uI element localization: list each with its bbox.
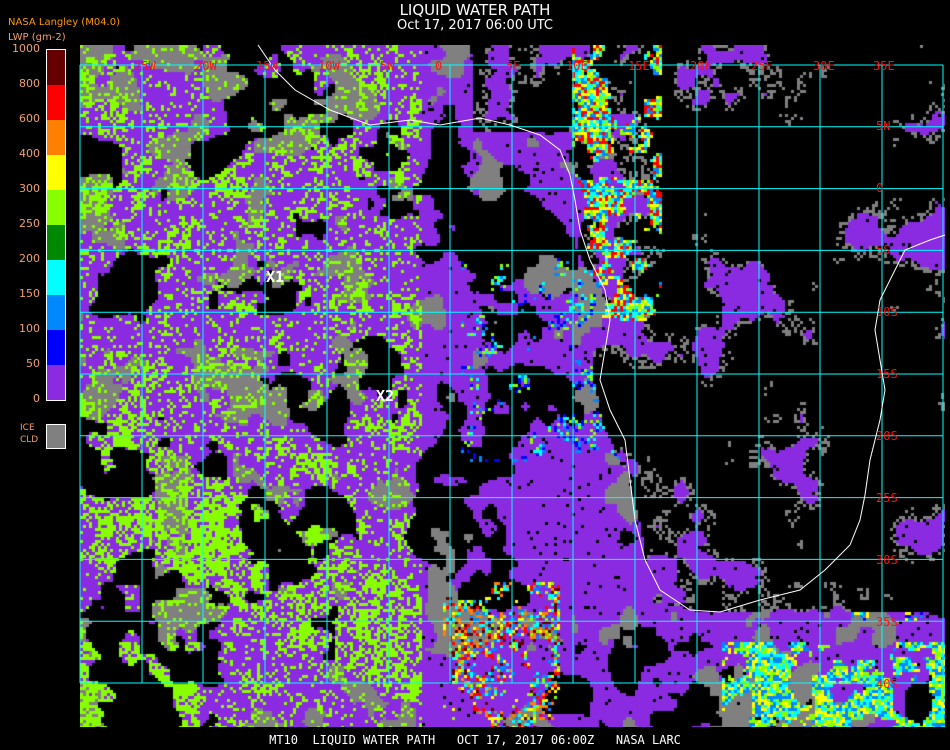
legend-tick: 0 — [33, 392, 40, 405]
lat-label: 35S — [876, 615, 898, 629]
legend-tick: 50 — [26, 357, 40, 370]
legend-swatch-0 — [47, 365, 65, 400]
legend-tick: 600 — [19, 112, 40, 125]
legend-tick: 200 — [19, 252, 40, 265]
lon-label: 25E — [751, 59, 773, 73]
credit-label: NASA Langley (M04.0) — [8, 17, 120, 28]
lon-label: 10E — [566, 59, 588, 73]
legend-swatch-4 — [47, 225, 65, 260]
ice-label: ICE — [20, 423, 35, 433]
lon-label: 20W — [195, 59, 217, 73]
ice-cloud-swatch — [46, 424, 66, 449]
legend-swatch-1 — [47, 330, 65, 365]
lat-label: 20S — [876, 429, 898, 443]
legend-tick: 400 — [19, 147, 40, 160]
lat-label: 5S — [876, 243, 891, 257]
legend-swatch-9 — [47, 50, 65, 85]
legend-swatch-2 — [47, 295, 65, 330]
lon-label: 0 — [435, 59, 443, 73]
legend-swatch-8 — [47, 85, 65, 120]
lon-label: 15E — [628, 59, 650, 73]
coastline — [257, 44, 946, 613]
lat-label: 30S — [876, 553, 898, 567]
legend-swatch-5 — [47, 190, 65, 225]
lon-label: 30E — [813, 59, 835, 73]
lat-label: 25S — [876, 491, 898, 505]
marker-x2: X2 — [376, 387, 395, 405]
lat-label: 40S — [876, 677, 898, 691]
cloud-label: CLD — [20, 435, 39, 445]
map-timestamp: Oct 17, 2017 06:00 UTC — [397, 18, 553, 33]
lat-label: 15S — [876, 367, 898, 381]
legend-swatch-3 — [47, 260, 65, 295]
legend-tick: 100 — [19, 322, 40, 335]
legend-swatch-7 — [47, 120, 65, 155]
color-legend-bar — [46, 49, 66, 401]
marker-x1: X1 — [266, 268, 285, 286]
lon-label: 5E — [506, 59, 521, 73]
legend-tick: 250 — [19, 217, 40, 230]
footer-caption: MT10 LIQUID WATER PATH OCT 17, 2017 06:0… — [269, 733, 681, 747]
lon-label: 15W — [256, 59, 278, 73]
lat-label: 5N — [876, 119, 891, 133]
lon-label: 5W — [380, 59, 395, 73]
lat-label: 0 — [876, 181, 884, 195]
legend-tick: 800 — [19, 77, 40, 90]
lon-label: 35E — [873, 59, 895, 73]
lon-label: 25W — [134, 59, 156, 73]
legend-swatch-6 — [47, 155, 65, 190]
legend-tick: 1000 — [12, 42, 40, 55]
lat-label: 10S — [876, 305, 898, 319]
units-label: LWP (gm-2) — [8, 32, 66, 43]
map-title: LIQUID WATER PATH — [399, 1, 551, 19]
lon-label: 10W — [318, 59, 340, 73]
lon-label: 20E — [690, 59, 712, 73]
legend-tick: 300 — [19, 182, 40, 195]
legend-tick: 150 — [19, 287, 40, 300]
